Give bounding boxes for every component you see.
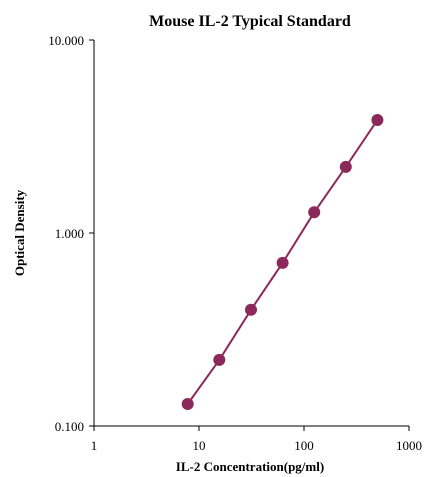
x-tick-label: 100 (294, 438, 314, 453)
data-point (213, 353, 226, 366)
data-point (276, 256, 289, 269)
x-tick-label: 1000 (396, 438, 422, 453)
y-tick-label: 10.000 (48, 33, 84, 48)
y-tick-label: 0.100 (55, 419, 84, 434)
y-tick-label: 1.000 (55, 226, 84, 241)
x-axis-label: IL-2 Concentration(pg/ml) (176, 459, 324, 474)
x-tick-label: 1 (91, 438, 98, 453)
x-axis: 1 10 100 1000 IL-2 Concentration(pg/ml) (91, 425, 422, 474)
data-point (371, 114, 384, 126)
chart-title: Mouse IL-2 Typical Standard (149, 13, 351, 30)
data-point (181, 398, 194, 410)
data-point (308, 206, 321, 219)
x-tick-label: 10 (193, 438, 206, 453)
data-point (339, 160, 352, 173)
y-axis-label: Optical Density (12, 189, 27, 276)
data-point (245, 303, 257, 316)
y-axis: 10.000 1.000 0.100 Optical Density (12, 33, 95, 434)
series-layer (181, 114, 384, 410)
